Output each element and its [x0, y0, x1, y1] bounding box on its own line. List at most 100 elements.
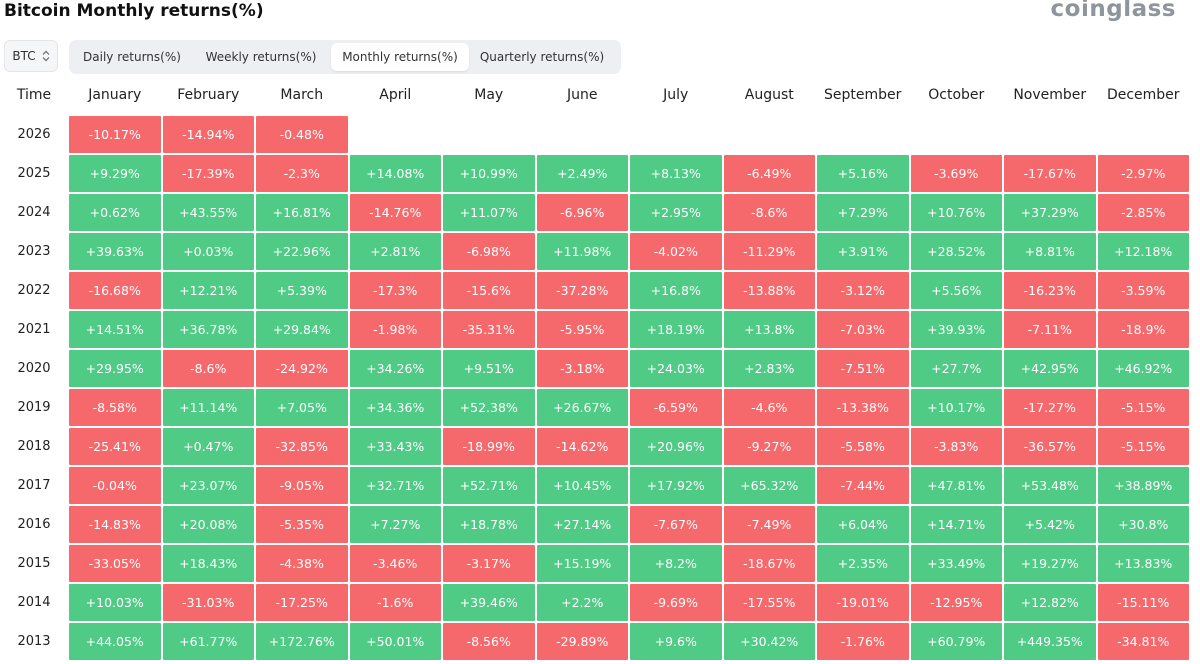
return-cell: -29.89%: [536, 623, 628, 660]
return-cell: -35.31%: [443, 311, 535, 348]
return-cell: +32.71%: [349, 467, 441, 504]
return-cell: -34.81%: [1097, 623, 1189, 660]
row-year-label: 2015: [17, 556, 51, 571]
monthly-returns-heatmap: Time January February March April May June July…: [0, 76, 1190, 661]
return-cell: +29.84%: [256, 311, 348, 348]
return-cell: +7.27%: [349, 506, 441, 543]
return-cell: -3.59%: [1097, 272, 1189, 309]
return-cell: -7.51%: [817, 350, 909, 387]
return-cell: +15.19%: [536, 545, 628, 582]
empty-cell: [911, 116, 1003, 153]
return-cell: +34.36%: [349, 389, 441, 426]
return-cell: -9.69%: [630, 584, 722, 621]
column-header-august: August: [744, 86, 794, 103]
return-cell: -3.12%: [817, 272, 909, 309]
return-cell: +10.76%: [910, 194, 1002, 231]
return-cell: +50.01%: [349, 623, 441, 660]
empty-cell: [630, 116, 722, 153]
return-cell: +5.42%: [1004, 506, 1096, 543]
column-header-july: July: [663, 86, 689, 103]
row-year-label: 2022: [17, 283, 51, 298]
return-cell: -9.27%: [723, 428, 815, 465]
column-header-november: November: [1013, 86, 1087, 103]
column-header-february: February: [177, 86, 240, 103]
column-header-december: December: [1106, 86, 1180, 103]
tab-quarterly-returns[interactable]: Quarterly returns(%): [479, 50, 605, 64]
column-header-june: June: [567, 86, 598, 103]
tab-weekly-returns[interactable]: Weekly returns(%): [205, 50, 317, 64]
return-cell: -3.83%: [910, 428, 1002, 465]
return-cell: -14.94%: [162, 116, 254, 153]
row-year-label: 2013: [17, 634, 51, 649]
tab-daily-returns[interactable]: Daily returns(%): [83, 50, 181, 64]
return-cell: +53.48%: [1004, 467, 1096, 504]
return-cell: -7.03%: [817, 311, 909, 348]
return-cell: -8.6%: [162, 350, 254, 387]
coinglass-logo: coinglass: [1050, 0, 1176, 22]
return-cell: +24.03%: [630, 350, 722, 387]
return-cell: +29.95%: [69, 350, 161, 387]
tab-monthly-returns[interactable]: Monthly returns(%): [331, 43, 469, 71]
column-header-march: March: [280, 86, 324, 103]
row-year-label: 2025: [17, 166, 51, 181]
coin-selector[interactable]: BTC: [4, 40, 58, 72]
row-year-label: 2020: [17, 361, 51, 376]
return-cell: +39.93%: [910, 311, 1002, 348]
return-cell: +2.2%: [536, 584, 628, 621]
return-cell: -4.6%: [723, 389, 815, 426]
return-cell: +13.8%: [723, 311, 815, 348]
empty-cell: [724, 116, 816, 153]
return-cell: +14.51%: [69, 311, 161, 348]
return-cell: +2.35%: [817, 545, 909, 582]
empty-cell: [1004, 116, 1096, 153]
return-cell: +8.2%: [630, 545, 722, 582]
return-cell: +7.29%: [817, 194, 909, 231]
return-cell: -5.15%: [1097, 428, 1189, 465]
return-cell: +17.92%: [630, 467, 722, 504]
return-cell: -2.3%: [256, 155, 348, 192]
return-cell: +39.63%: [69, 233, 161, 270]
returns-tab-bar: Daily returns(%) Weekly returns(%) Month…: [69, 40, 621, 74]
return-cell: +0.62%: [69, 194, 161, 231]
return-cell: +14.08%: [349, 155, 441, 192]
return-cell: -7.44%: [817, 467, 909, 504]
return-cell: +20.96%: [630, 428, 722, 465]
return-cell: +44.05%: [69, 623, 161, 660]
return-cell: +0.03%: [162, 233, 254, 270]
return-cell: -6.96%: [536, 194, 628, 231]
return-cell: +42.95%: [1004, 350, 1096, 387]
return-cell: -18.99%: [443, 428, 535, 465]
return-cell: +47.81%: [910, 467, 1002, 504]
return-cell: -16.68%: [69, 272, 161, 309]
return-cell: +12.18%: [1097, 233, 1189, 270]
return-cell: -2.97%: [1097, 155, 1189, 192]
page-title: Bitcoin Monthly returns(%): [4, 1, 264, 21]
return-cell: -7.67%: [630, 506, 722, 543]
return-cell: +0.47%: [162, 428, 254, 465]
return-cell: -36.57%: [1004, 428, 1096, 465]
return-cell: +27.14%: [536, 506, 628, 543]
row-year-label: 2026: [17, 127, 51, 142]
return-cell: +14.71%: [910, 506, 1002, 543]
return-cell: +39.46%: [443, 584, 535, 621]
column-header-may: May: [474, 86, 504, 103]
return-cell: -14.62%: [536, 428, 628, 465]
return-cell: +5.39%: [256, 272, 348, 309]
return-cell: -18.9%: [1097, 311, 1189, 348]
return-cell: +8.81%: [1004, 233, 1096, 270]
return-cell: +34.26%: [349, 350, 441, 387]
return-cell: -4.38%: [256, 545, 348, 582]
return-cell: -16.23%: [1004, 272, 1096, 309]
column-header-april: April: [379, 86, 412, 103]
return-cell: +2.81%: [349, 233, 441, 270]
row-year-label: 2021: [17, 322, 51, 337]
row-year-label: 2018: [17, 439, 51, 454]
return-cell: -31.03%: [162, 584, 254, 621]
return-cell: -15.6%: [443, 272, 535, 309]
return-cell: -33.05%: [69, 545, 161, 582]
return-cell: +2.49%: [536, 155, 628, 192]
return-cell: -0.48%: [256, 116, 348, 153]
return-cell: -8.56%: [443, 623, 535, 660]
return-cell: +60.79%: [910, 623, 1002, 660]
return-cell: +13.83%: [1097, 545, 1189, 582]
